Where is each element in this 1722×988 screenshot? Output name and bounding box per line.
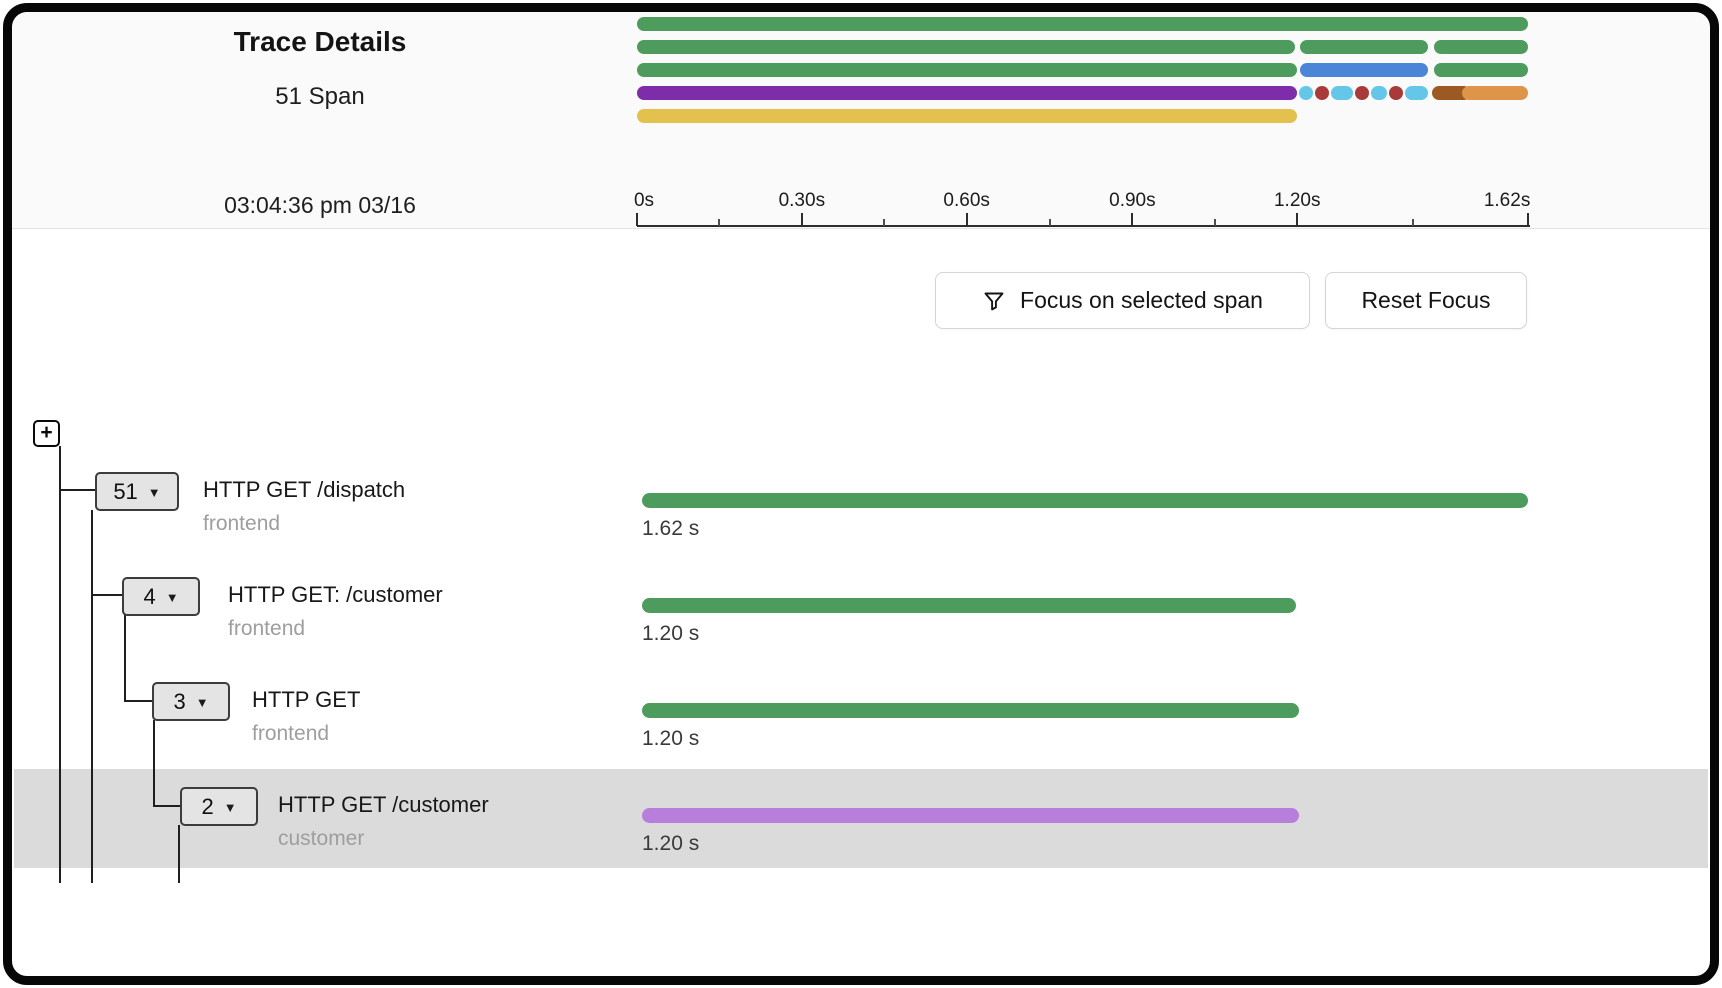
span-duration-bar[interactable] <box>642 808 1299 823</box>
caret-down-icon: ▼ <box>147 485 161 500</box>
time-axis-line <box>637 225 1530 227</box>
minimap-segment <box>637 63 1298 77</box>
minimap-segment <box>1299 63 1429 77</box>
span-bar-track <box>642 703 1528 718</box>
time-axis: 0s 0.30s 0.60s 0.90s 1.20s 1.62s <box>633 190 1531 230</box>
span-row-selected[interactable]: 2 ▼ HTTP GET /customer customer 1.20 s <box>0 787 1722 867</box>
minimap-segment <box>637 86 1298 100</box>
tree-connector-line <box>59 489 96 491</box>
axis-tick-label: 1.20s <box>1273 190 1321 211</box>
minimap-row <box>637 40 1528 54</box>
span-duration-label: 1.20 s <box>642 622 700 645</box>
axis-minor-tick <box>718 219 721 226</box>
minimap-row <box>637 109 1528 123</box>
tree-guide-line <box>178 825 180 883</box>
span-bar-track <box>642 808 1528 823</box>
caret-down-icon: ▼ <box>195 695 209 710</box>
minimap-segment <box>1389 86 1404 100</box>
caret-down-icon: ▼ <box>165 590 179 605</box>
span-collapse-badge[interactable]: 51 ▼ <box>95 472 179 511</box>
span-duration-bar[interactable] <box>642 703 1299 718</box>
tree-connector-line <box>91 594 123 596</box>
minimap-segment <box>637 109 1298 123</box>
child-count: 4 <box>143 583 156 609</box>
funnel-icon <box>982 289 1006 313</box>
caret-down-icon: ▼ <box>223 800 237 815</box>
trace-minimap[interactable] <box>637 17 1528 129</box>
axis-tick <box>1296 213 1299 226</box>
tree-guide-line <box>59 446 61 883</box>
axis-minor-tick <box>1411 219 1414 226</box>
tree-guide-line <box>91 510 93 883</box>
minimap-segment <box>637 17 1528 31</box>
span-collapse-badge[interactable]: 3 ▼ <box>152 682 230 721</box>
span-duration-label: 1.62 s <box>642 517 700 540</box>
axis-minor-tick <box>1213 219 1216 226</box>
span-collapse-badge[interactable]: 4 ▼ <box>122 577 200 616</box>
axis-tick <box>1527 213 1529 226</box>
span-duration-bar[interactable] <box>642 598 1296 613</box>
minimap-row <box>637 17 1528 31</box>
span-duration-label: 1.20 s <box>642 727 700 750</box>
span-title: HTTP GET /customer <box>278 792 489 817</box>
focus-button-label: Focus on selected span <box>1020 287 1263 313</box>
axis-minor-tick <box>883 219 886 226</box>
span-row[interactable]: 3 ▼ HTTP GET frontend 1.20 s <box>0 682 1722 762</box>
minimap-segment <box>1299 40 1429 54</box>
minimap-segment <box>1405 86 1429 100</box>
minimap-segment <box>1331 86 1354 100</box>
page-title: Trace Details <box>233 26 407 57</box>
span-service: frontend <box>203 512 281 535</box>
span-duration-label: 1.20 s <box>642 832 700 855</box>
axis-tick <box>636 213 638 226</box>
minimap-row <box>637 63 1528 77</box>
span-service: frontend <box>252 722 330 745</box>
child-count: 51 <box>113 478 138 504</box>
axis-tick <box>800 213 803 226</box>
axis-minor-tick <box>1048 219 1051 226</box>
axis-tick-label: 1.62s <box>1483 190 1531 211</box>
tree-connector-line <box>153 805 181 807</box>
minimap-segment <box>1462 86 1528 100</box>
span-title: HTTP GET <box>252 687 361 712</box>
span-count: 51 Span <box>275 83 365 110</box>
child-count: 3 <box>173 688 186 714</box>
axis-tick-label: 0.90s <box>1109 190 1156 211</box>
axis-tick-label: 0s <box>633 190 655 211</box>
span-row[interactable]: 4 ▼ HTTP GET: /customer frontend 1.20 s <box>0 577 1722 657</box>
trace-timestamp: 03:04:36 pm 03/16 <box>224 192 416 218</box>
focus-selected-span-button[interactable]: Focus on selected span <box>935 272 1310 329</box>
span-row[interactable]: 51 ▼ HTTP GET /dispatch frontend 1.62 s <box>0 472 1722 552</box>
minimap-row <box>637 86 1528 100</box>
span-bar-track <box>642 598 1528 613</box>
minimap-segment <box>1355 86 1370 100</box>
axis-tick <box>1131 213 1134 226</box>
span-duration-bar[interactable] <box>642 493 1528 508</box>
minimap-segment <box>1431 86 1471 100</box>
reset-focus-button[interactable]: Reset Focus <box>1325 272 1527 329</box>
minimap-segment <box>1315 86 1330 100</box>
axis-tick <box>965 213 968 226</box>
span-bar-track <box>642 493 1528 508</box>
tree-guide-line <box>153 720 155 807</box>
reset-button-label: Reset Focus <box>1361 287 1491 313</box>
plus-icon: + <box>40 421 53 444</box>
expand-all-button[interactable]: + <box>33 420 60 447</box>
span-collapse-badge[interactable]: 2 ▼ <box>180 787 258 826</box>
span-service: customer <box>278 827 365 850</box>
minimap-segment <box>1434 63 1528 77</box>
child-count: 2 <box>201 793 214 819</box>
axis-tick-label: 0.30s <box>778 190 826 211</box>
span-service: frontend <box>228 617 306 640</box>
minimap-segment <box>1434 40 1528 54</box>
minimap-segment <box>1299 86 1314 100</box>
axis-tick-label: 0.60s <box>943 190 990 211</box>
span-title: HTTP GET: /customer <box>228 582 443 607</box>
tree-guide-line <box>124 615 126 702</box>
span-title: HTTP GET /dispatch <box>203 477 406 502</box>
tree-connector-line <box>124 700 153 702</box>
minimap-segment <box>637 40 1295 54</box>
minimap-segment <box>1371 86 1388 100</box>
